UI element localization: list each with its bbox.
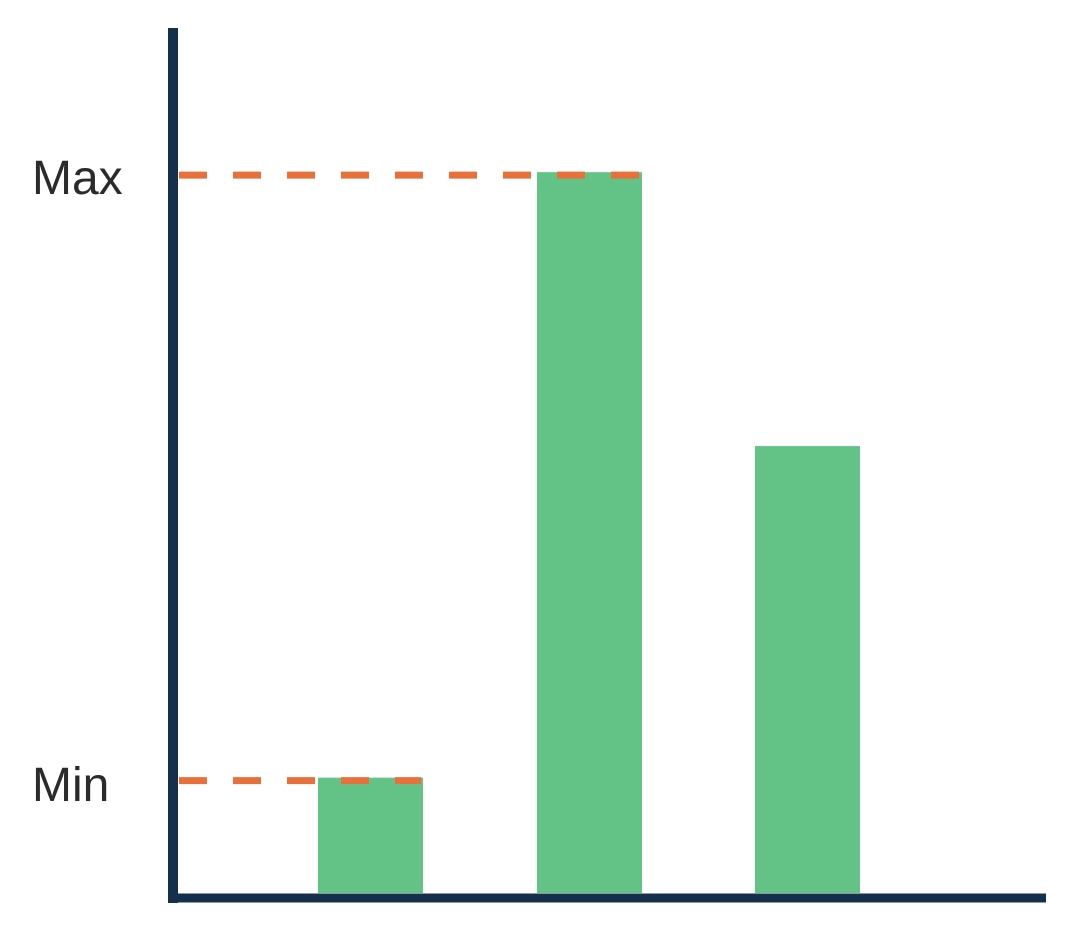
- bar-1: [318, 777, 423, 893]
- bar-2: [537, 172, 642, 893]
- bars: [318, 172, 860, 893]
- reference-lines: [179, 171, 640, 785]
- min-label: Min: [32, 759, 109, 812]
- bar-3: [755, 446, 860, 893]
- max-label: Max: [32, 152, 123, 205]
